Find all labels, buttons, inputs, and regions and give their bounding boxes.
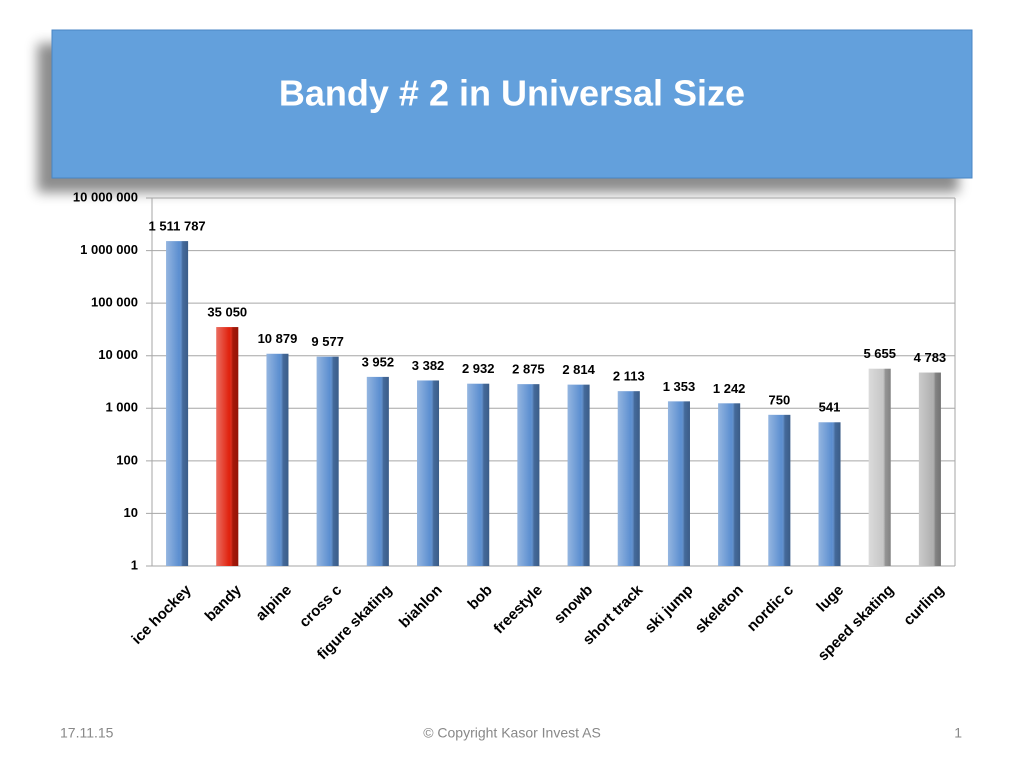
bar-shade bbox=[517, 384, 540, 566]
y-tick-label: 100 bbox=[116, 452, 138, 467]
bar-shade bbox=[417, 380, 440, 566]
x-tick-label: bandy bbox=[202, 581, 246, 625]
x-tick-label: cross c bbox=[296, 582, 345, 631]
bar-shade bbox=[617, 391, 640, 566]
value-label: 10 879 bbox=[258, 331, 298, 346]
value-label: 4 783 bbox=[914, 350, 947, 365]
value-label: 3 382 bbox=[412, 358, 445, 373]
footer-date: 17.11.15 bbox=[60, 725, 114, 741]
bar-shade bbox=[718, 403, 741, 566]
value-label: 9 577 bbox=[311, 334, 344, 349]
title-box bbox=[51, 29, 973, 179]
value-label: 3 952 bbox=[362, 354, 395, 369]
bar-shade bbox=[266, 353, 289, 566]
x-tick-label: curling bbox=[900, 582, 947, 629]
footer-page: 1 bbox=[954, 725, 962, 741]
x-tick-label: ice hockey bbox=[128, 581, 195, 648]
bar-shade bbox=[166, 241, 189, 566]
x-tick-label: skeleton bbox=[692, 582, 747, 637]
x-tick-label: nordic c bbox=[744, 582, 797, 635]
x-tick-label: luge bbox=[813, 582, 847, 616]
bar-shade bbox=[216, 327, 239, 566]
footer-copyright: © Copyright Kasor Invest AS bbox=[423, 725, 601, 741]
x-tick-label: biahlon bbox=[396, 582, 446, 632]
y-tick-label: 10 000 000 bbox=[73, 189, 138, 204]
bar-shade bbox=[667, 401, 690, 566]
y-tick-label: 10 000 bbox=[98, 347, 138, 362]
value-label: 2 113 bbox=[613, 369, 645, 384]
bar-shade bbox=[868, 368, 891, 566]
bar-shade bbox=[316, 356, 339, 566]
y-tick-label: 1 000 000 bbox=[80, 242, 138, 257]
x-tick-label: alpine bbox=[252, 582, 295, 625]
bar-shade bbox=[918, 372, 941, 566]
x-tick-label: freestyle bbox=[490, 582, 546, 638]
bar-shade bbox=[366, 376, 389, 566]
value-label: 2 932 bbox=[462, 361, 495, 376]
value-label: 2 875 bbox=[512, 362, 545, 377]
value-label: 35 050 bbox=[207, 305, 247, 320]
chart-title: Bandy # 2 in Universal Size bbox=[279, 73, 745, 114]
value-label: 541 bbox=[819, 400, 841, 415]
value-label: 5 655 bbox=[863, 346, 896, 361]
value-label: 1 511 787 bbox=[149, 219, 206, 234]
y-tick-label: 10 bbox=[124, 505, 138, 520]
x-tick-label: snowb bbox=[551, 582, 597, 628]
x-tick-label: bob bbox=[464, 582, 495, 613]
bar-shade bbox=[818, 422, 841, 566]
value-label: 750 bbox=[768, 392, 790, 407]
y-tick-label: 100 000 bbox=[91, 295, 138, 310]
value-label: 1 353 bbox=[663, 379, 696, 394]
y-tick-label: 1 bbox=[131, 557, 138, 572]
y-tick-label: 1 000 bbox=[105, 400, 138, 415]
bar-shade bbox=[567, 384, 590, 566]
bar-shade bbox=[768, 414, 791, 566]
x-tick-label: ski jump bbox=[642, 582, 697, 637]
bar-shade bbox=[467, 383, 490, 566]
value-label: 1 242 bbox=[713, 381, 746, 396]
value-label: 2 814 bbox=[562, 362, 595, 377]
